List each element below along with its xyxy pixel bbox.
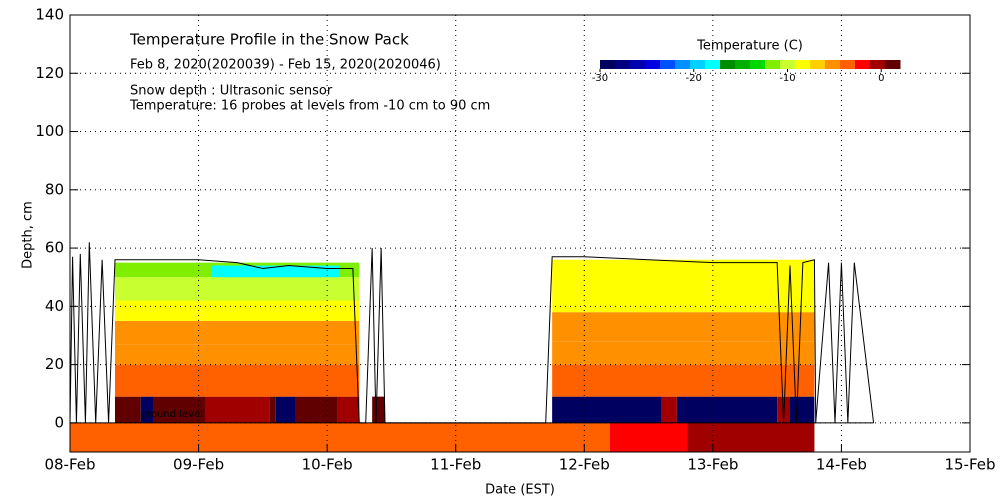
chart-title: Temperature Profile in the Snow Pack [129, 31, 409, 49]
y-tick-label: 80 [45, 180, 64, 198]
colorbar-tick-label: -10 [779, 73, 795, 84]
colorbar-tick-label: -20 [686, 73, 702, 84]
colorbar-swatch [810, 60, 826, 69]
colorbar-swatch [795, 60, 811, 69]
temperature-cell [552, 312, 815, 342]
temperature-cell [295, 396, 338, 423]
x-tick-label: 11-Feb [430, 456, 481, 474]
annotation: ground level [141, 409, 203, 420]
temperature-cell [115, 344, 360, 365]
temperature-cell [687, 422, 815, 452]
temperature-cell [140, 396, 154, 423]
colorbar-tick-label: 0 [878, 73, 884, 84]
temperature-cell [115, 300, 360, 321]
colorbar-label: Temperature (C) [696, 39, 803, 54]
x-axis-label: Date (EST) [485, 483, 555, 498]
colorbar-swatch [855, 60, 871, 69]
colorbar-swatch [615, 60, 631, 69]
temperature-cell [790, 396, 815, 423]
x-tick-label: 12-Feb [559, 456, 610, 474]
chart-subtitle: Feb 8, 2020(2020039) - Feb 15, 2020(2020… [130, 58, 441, 73]
y-tick-label: 60 [45, 239, 64, 257]
temperature-cell [205, 396, 270, 423]
temperature-cell [337, 396, 360, 423]
temperature-cell [153, 396, 205, 423]
x-tick-label: 14-Feb [816, 456, 867, 474]
colorbar-swatch [630, 60, 646, 69]
x-tick-label: 09-Feb [173, 456, 224, 474]
temperature-cell [661, 396, 677, 423]
note: Temperature: 16 probes at levels from -1… [129, 99, 490, 114]
colorbar-swatch [825, 60, 841, 69]
colorbar-swatch [645, 60, 661, 69]
x-tick-label: 10-Feb [302, 456, 353, 474]
y-tick-label: 140 [35, 6, 64, 24]
temperature-cell [552, 396, 662, 423]
y-axis-label: Depth, cm [21, 201, 36, 269]
colorbar-swatch [765, 60, 781, 69]
temperature-cell [777, 396, 790, 423]
colorbar-swatch [870, 60, 886, 69]
y-tick-label: 100 [35, 122, 64, 140]
temperature-cell [552, 259, 815, 313]
y-tick-label: 40 [45, 297, 64, 315]
temperature-cell [552, 364, 815, 397]
y-tick-label: 120 [35, 64, 64, 82]
colorbar-swatch [840, 60, 856, 69]
colorbar-swatch [675, 60, 691, 69]
x-tick-label: 15-Feb [944, 456, 995, 474]
temperature-cell [115, 364, 360, 397]
colorbar-swatch [690, 60, 706, 69]
temperature-cell [676, 396, 778, 423]
temperature-cell [269, 396, 276, 423]
y-tick-label: 0 [54, 413, 64, 431]
colorbar-swatch [705, 60, 721, 69]
colorbar-tick-label: -30 [592, 73, 608, 84]
temperature-cell [372, 396, 385, 423]
plot-frame [69, 14, 971, 453]
colorbar-swatch [780, 60, 796, 69]
colorbar-swatch [735, 60, 751, 69]
colorbar-swatch [660, 60, 676, 69]
temperature-cell [552, 341, 815, 365]
temperature-cell [211, 265, 340, 278]
temperature-cell [275, 396, 295, 423]
temperature-cell [70, 422, 610, 452]
x-tick-label: 08-Feb [44, 456, 95, 474]
temperature-cell [115, 396, 141, 423]
note: Snow depth : Ultrasonic sensor [130, 84, 333, 99]
temperature-cell [115, 320, 360, 345]
colorbar-swatch [720, 60, 736, 69]
colorbar-swatch [750, 60, 766, 69]
colorbar-swatch [600, 60, 616, 69]
y-tick-label: 20 [45, 355, 64, 373]
temperature-cell [115, 277, 360, 301]
x-tick-label: 13-Feb [687, 456, 738, 474]
colorbar-swatch [885, 60, 901, 69]
temperature-cell [610, 422, 688, 452]
